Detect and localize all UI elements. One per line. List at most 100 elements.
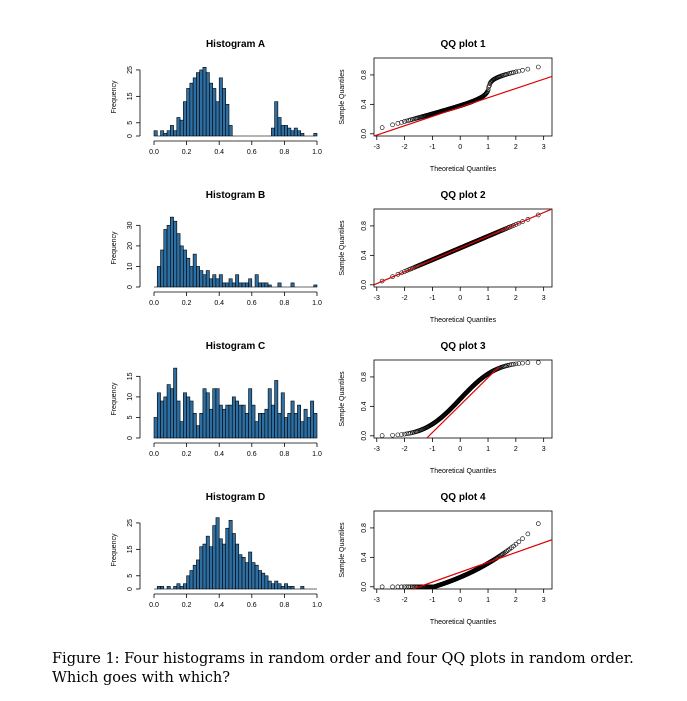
- hist-bar: [231, 282, 236, 288]
- qq-point: [406, 584, 412, 590]
- hist-bar: [202, 66, 207, 137]
- y-tick-label: 25: [127, 519, 134, 527]
- qq-point: [516, 220, 522, 226]
- qq-point: [395, 584, 401, 590]
- hist-bar: [222, 282, 227, 288]
- hist-bar: [170, 388, 174, 439]
- hist-bar: [254, 564, 259, 590]
- hist-bar: [212, 88, 217, 137]
- hist-bar: [156, 392, 161, 439]
- x-tick-label: 1.0: [312, 451, 322, 458]
- hist-bar: [241, 556, 246, 590]
- hist-bar: [212, 525, 217, 590]
- hist-bar: [218, 77, 223, 137]
- y-tick-label: 0.4: [361, 552, 368, 562]
- qq-point: [516, 68, 522, 74]
- x-tick-label: -3: [374, 446, 380, 453]
- hist-bar: [264, 282, 269, 288]
- figure-caption: Figure 1: Four histograms in random orde…: [52, 651, 634, 686]
- hist-bar: [277, 117, 282, 137]
- qq-frame: [373, 208, 553, 288]
- qq-point: [535, 64, 541, 70]
- hist-bar: [264, 575, 269, 590]
- qq-point: [402, 119, 407, 124]
- y-axis-label: Sample Quantiles: [339, 69, 346, 125]
- hist-bar: [170, 216, 174, 288]
- hist-bar: [215, 388, 220, 439]
- hist-title-2: Histogram B: [206, 190, 265, 201]
- y-tick-label: 0: [127, 134, 134, 138]
- qq-point: [513, 361, 519, 367]
- x-tick-label: 0.8: [280, 602, 290, 609]
- y-tick-label: 0: [127, 436, 134, 440]
- hist-bar: [192, 564, 197, 590]
- hist-bar: [293, 413, 298, 439]
- y-tick-label: 0.8: [361, 523, 368, 533]
- hist-bar: [205, 392, 210, 439]
- qq-point: [399, 584, 404, 590]
- hist-bar: [225, 282, 230, 288]
- x-tick-label: -1: [429, 144, 435, 151]
- qq-point: [511, 361, 516, 367]
- x-tick-label: 0.0: [149, 149, 159, 156]
- hist-bar: [173, 367, 178, 439]
- hist-bar: [212, 274, 217, 288]
- y-tick-label: 0.0: [361, 280, 368, 290]
- hist-bar: [290, 586, 295, 590]
- hist-bar: [244, 562, 249, 590]
- x-tick-label: -2: [401, 446, 407, 453]
- qq-frame: [373, 510, 553, 590]
- x-tick-label: 3: [542, 446, 546, 453]
- x-tick-label: 1: [486, 597, 490, 604]
- hist-bar: [186, 257, 191, 288]
- x-tick-label: 3: [542, 295, 546, 302]
- hist-bar: [271, 583, 275, 590]
- qq-point: [395, 121, 401, 126]
- hist-bar: [163, 396, 168, 439]
- hist-bar: [225, 103, 230, 137]
- hist-bar: [267, 284, 272, 288]
- hist-bar: [196, 266, 200, 288]
- x-tick-label: 0.2: [182, 300, 192, 307]
- qq-title-5: QQ plot 3: [441, 341, 486, 352]
- qq-point: [509, 70, 514, 76]
- qq-point: [390, 584, 395, 590]
- hist-bar: [297, 130, 302, 137]
- hist-bar: [166, 586, 171, 590]
- hist-bar: [290, 400, 295, 439]
- x-tick-label: -3: [374, 295, 380, 302]
- x-tick-label: -2: [401, 597, 407, 604]
- qq-point: [406, 431, 412, 436]
- hist-bar: [170, 125, 174, 137]
- hist-bar: [248, 388, 253, 439]
- x-tick-label: 1: [486, 446, 490, 453]
- hist-bar: [215, 278, 220, 288]
- hist-bar: [244, 413, 249, 439]
- qq-point: [535, 360, 541, 365]
- qq-reference-line: [426, 366, 500, 438]
- x-tick-label: 1.0: [312, 602, 322, 609]
- qq-point: [513, 541, 519, 547]
- x-tick-label: 0: [458, 597, 462, 604]
- hist-bar: [179, 119, 184, 137]
- y-axis-label: Sample Quantiles: [339, 522, 346, 578]
- hist-bar: [183, 583, 187, 590]
- x-tick-label: -3: [374, 144, 380, 151]
- hist-bar: [228, 278, 233, 288]
- hist-bar: [196, 425, 200, 439]
- hist-bar: [238, 554, 243, 590]
- hist-bar: [215, 517, 220, 590]
- qq-point: [511, 70, 516, 75]
- hist-bar: [284, 125, 288, 137]
- qq-reference-line: [412, 539, 552, 589]
- qq-frame: [373, 359, 553, 439]
- hist-bar: [166, 384, 171, 439]
- hist-bar: [218, 404, 223, 439]
- hist-bar: [209, 278, 213, 288]
- qq-point: [390, 122, 395, 128]
- x-tick-label: -2: [401, 295, 407, 302]
- qq-point: [535, 212, 541, 218]
- hist-title-6: Histogram D: [206, 492, 265, 503]
- qq-point: [499, 552, 505, 557]
- x-tick-label: -1: [429, 597, 435, 604]
